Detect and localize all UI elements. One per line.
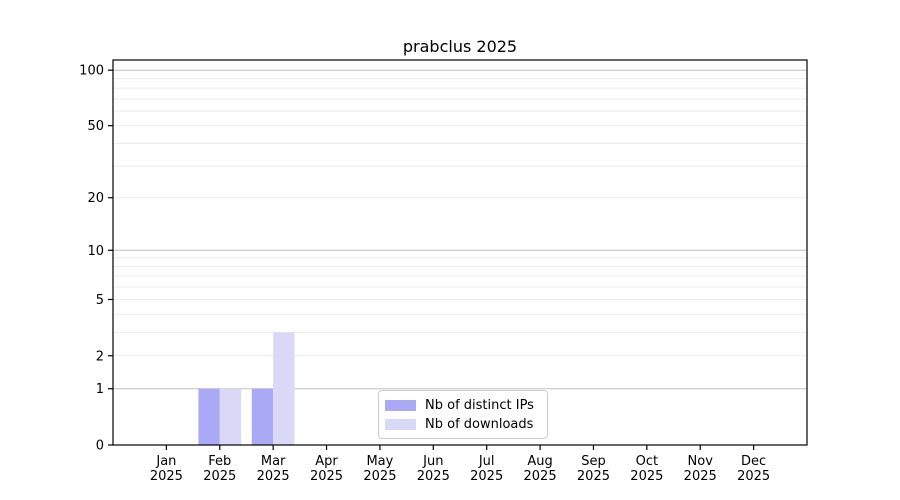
legend-label-distinct-ips: Nb of distinct IPs [425,398,534,413]
bar [273,332,295,445]
x-tick-label-year: 2025 [203,469,236,484]
bar [198,388,220,445]
x-tick-label-year: 2025 [577,469,610,484]
x-tick-label-month: Apr [315,454,338,469]
x-tick-label-year: 2025 [630,469,663,484]
x-tick-label-month: Jun [422,454,443,469]
x-tick-label-month: Feb [208,454,231,469]
y-tick-label: 100 [79,64,104,79]
bar [251,388,274,445]
x-tick-label-month: Dec [741,454,766,469]
x-tick-label-year: 2025 [310,469,343,484]
y-tick-label: 5 [96,293,104,308]
x-tick-label-year: 2025 [363,469,396,484]
legend-item-distinct-ips: Nb of distinct IPs [385,396,547,415]
y-tick-label: 50 [87,119,104,134]
x-tick-label-month: Nov [688,454,714,469]
x-tick-label-year: 2025 [524,469,557,484]
y-tick-label: 0 [96,439,104,454]
bar [219,388,242,445]
x-tick-label-year: 2025 [737,469,770,484]
y-tick-label: 2 [96,349,104,364]
legend-swatch-distinct-ips [385,400,416,411]
x-tick-label-month: Mar [261,454,286,469]
y-tick-label: 1 [96,382,104,397]
legend-item-downloads: Nb of downloads [385,415,547,434]
y-tick-label: 10 [87,244,104,259]
x-tick-label-month: May [366,454,393,469]
x-tick-label-month: Aug [527,454,552,469]
x-tick-label-year: 2025 [150,469,183,484]
x-tick-label-year: 2025 [470,469,503,484]
legend-label-downloads: Nb of downloads [425,417,534,432]
x-tick-label-month: Jan [155,454,176,469]
y-tick-label: 20 [87,191,104,206]
x-tick-label-month: Jul [478,454,495,469]
x-tick-label-year: 2025 [417,469,450,484]
x-tick-label-month: Sep [581,454,606,469]
legend-swatch-downloads [385,419,416,430]
plot-border [112,59,808,446]
x-tick-label-year: 2025 [257,469,290,484]
x-tick-label-year: 2025 [684,469,717,484]
chart-title: prabclus 2025 [402,37,518,56]
legend: Nb of distinct IPs Nb of downloads [378,390,548,439]
x-tick-label-month: Oct [636,454,658,469]
